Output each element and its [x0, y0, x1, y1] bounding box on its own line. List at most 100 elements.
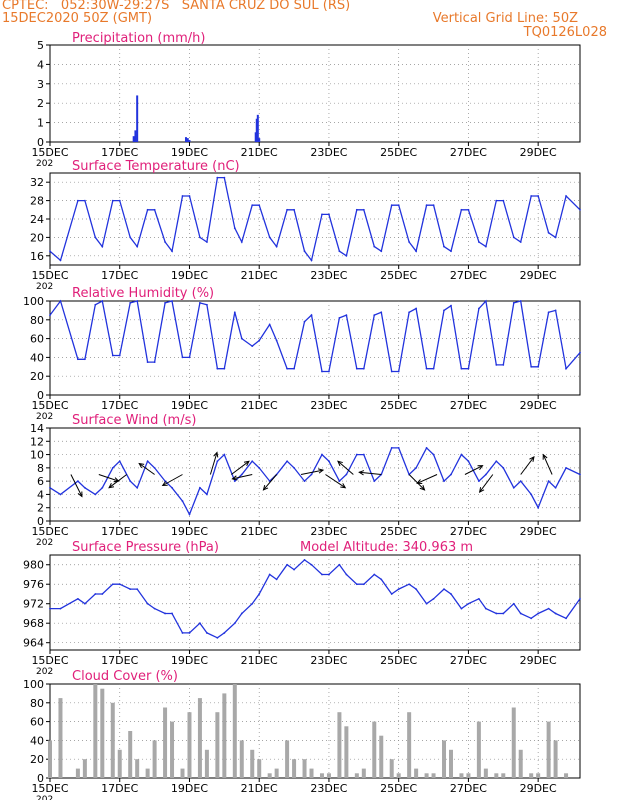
cloud-bar — [424, 773, 429, 778]
wind-point — [425, 447, 428, 449]
wind-vector-head — [337, 460, 343, 467]
rh-point — [181, 356, 184, 359]
wind-vector-head — [416, 479, 423, 484]
wind-xtick-label: 25DEC — [380, 525, 417, 538]
temp-point — [49, 250, 51, 253]
wind-xtick-label: 23DEC — [310, 525, 347, 538]
temp-point — [59, 259, 62, 262]
wind-vector-head — [478, 487, 485, 494]
precip-xtick-label: 29DEC — [520, 146, 557, 159]
rh-xtick-label: 17DEC — [101, 399, 138, 412]
temp-xtick-label: 17DEC — [101, 269, 138, 282]
press-point — [467, 602, 470, 605]
wind-point — [286, 460, 289, 463]
rh-line — [49, 299, 581, 373]
press-point — [258, 593, 261, 595]
cloud-xtick-label: 29DEC — [520, 782, 557, 795]
cloud-bar — [448, 749, 453, 778]
rh-point — [94, 303, 97, 306]
press-xtick-label: 29DEC — [520, 654, 557, 667]
wind-point — [554, 486, 557, 489]
wind-ytick-label: 0 — [37, 515, 44, 528]
temp-point — [164, 241, 166, 243]
press-point — [83, 602, 86, 605]
wind-vector — [325, 474, 346, 489]
press-point — [530, 617, 533, 620]
cloud-bar — [319, 773, 324, 778]
wind-vector-head — [262, 484, 269, 491]
wind-line — [49, 446, 581, 516]
cloud-bar — [222, 693, 227, 778]
rh-point — [223, 367, 226, 370]
rh-point — [565, 367, 567, 370]
rh-ytick-label: 0 — [37, 389, 44, 402]
press-point — [111, 583, 114, 586]
rh-year-label: 202 — [36, 412, 53, 422]
wind-point — [136, 486, 139, 489]
rh-title: Relative Humidity (%) — [72, 286, 214, 301]
wind-point — [49, 486, 51, 489]
temp-point — [537, 195, 540, 197]
cloud-bar — [145, 768, 150, 778]
press-point — [355, 583, 358, 586]
cloud-bar — [48, 740, 52, 778]
temp-point — [188, 195, 191, 197]
precip-ytick-label: 5 — [37, 39, 44, 52]
rh-xtick-label: 27DEC — [450, 399, 487, 412]
cloud-bar — [354, 773, 359, 778]
header-grid-note: Vertical Grid Line: 50Z — [432, 11, 578, 26]
temp-point — [565, 195, 567, 197]
wind-point — [512, 486, 515, 489]
wind-xtick-label: 19DEC — [171, 525, 208, 538]
wind-vector-head — [161, 481, 168, 487]
press-point — [199, 622, 201, 625]
temp-point — [338, 250, 341, 253]
precip-ytick-label: 2 — [37, 97, 44, 110]
temp-point — [83, 199, 86, 202]
wind-vector — [263, 474, 278, 491]
rh-point — [101, 300, 104, 302]
cloud-bar — [187, 712, 192, 778]
temp-point — [328, 213, 330, 216]
wind-vector — [479, 474, 494, 493]
temp-point — [380, 250, 383, 253]
wind-point — [94, 493, 97, 496]
cloud-bar — [152, 740, 157, 778]
rh-point — [519, 300, 522, 302]
press-point — [49, 607, 51, 610]
cloud-bar — [274, 768, 279, 778]
wind-point — [355, 453, 358, 456]
temp-point — [467, 208, 470, 211]
rh-point — [188, 356, 191, 359]
cloud-bar — [309, 768, 314, 778]
wind-point — [502, 466, 505, 469]
rh-xtick-label: 21DEC — [241, 399, 278, 412]
temp-point — [512, 236, 515, 239]
wind-vector-head — [138, 462, 145, 469]
temp-point — [373, 245, 376, 248]
cloud-bar — [180, 768, 185, 778]
wind-point — [293, 466, 295, 469]
wind-point — [76, 480, 79, 483]
cloud-bar — [197, 698, 202, 778]
cloud-ytick-label: 0 — [37, 772, 44, 785]
wind-point — [415, 466, 418, 469]
rh-point — [467, 367, 470, 370]
cloud-bar — [553, 740, 558, 778]
header-date-line: 15DEC2020 50Z (GMT) — [2, 11, 153, 26]
temp-point — [216, 176, 219, 179]
cloud-bar — [117, 749, 122, 778]
temp-point — [223, 176, 226, 179]
precip-frame — [49, 44, 581, 143]
cloud-bar — [232, 684, 237, 778]
cloud-bar — [518, 749, 523, 778]
temp-xtick-label: 15DEC — [31, 269, 68, 282]
precip-xtick-label: 15DEC — [31, 146, 68, 159]
press-point — [101, 593, 104, 595]
temp-point — [443, 245, 445, 248]
temp-xtick-label: 21DEC — [241, 269, 278, 282]
press-point — [293, 568, 295, 571]
wind-vector — [138, 463, 155, 475]
wind-point — [467, 460, 470, 463]
